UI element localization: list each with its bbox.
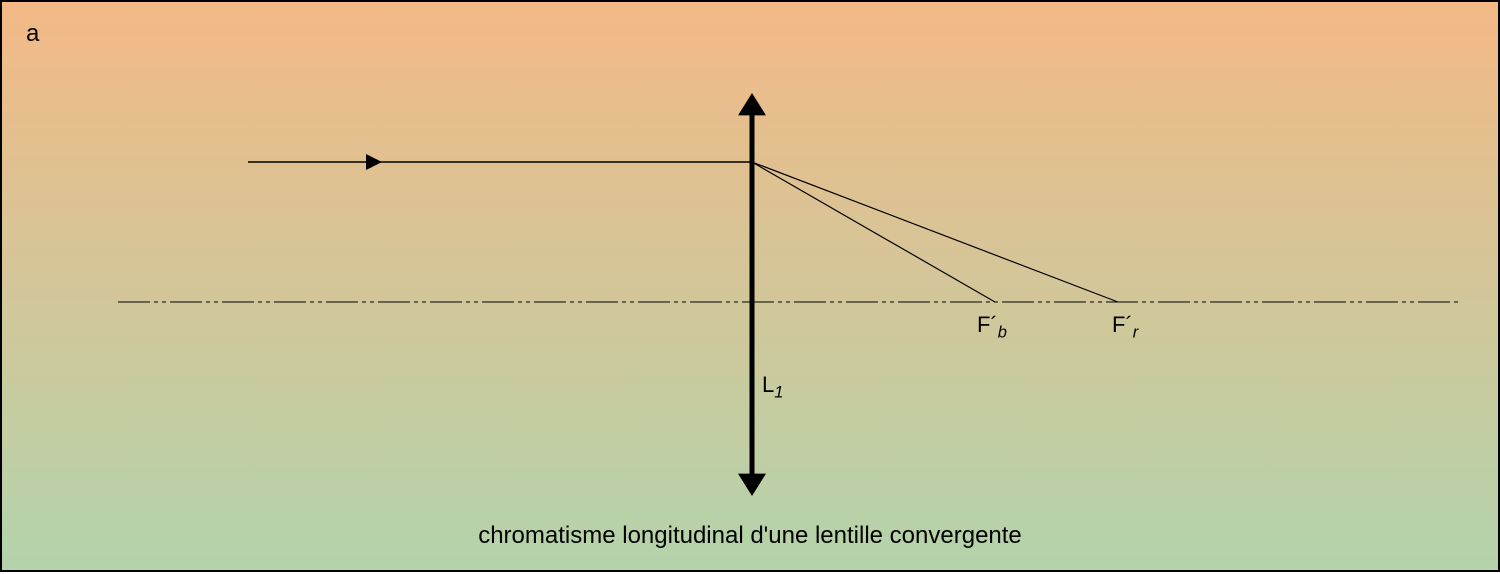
- refracted-ray-1: [752, 162, 1118, 302]
- refracted-ray-0: [752, 162, 995, 302]
- focal-point-sub: b: [998, 323, 1007, 341]
- lens-label-sub: 1: [774, 383, 783, 401]
- lens-label: L1: [762, 372, 783, 402]
- diagram-svg: [2, 2, 1500, 574]
- focal-point-prefix: F´: [1112, 312, 1133, 337]
- lens-label-main: L: [762, 372, 774, 397]
- focal-point-label-Fr: F´r: [1112, 312, 1138, 342]
- lens-arrow-down-icon: [738, 474, 766, 496]
- diagram-canvas: achromatisme longitudinal d'une lentille…: [0, 0, 1500, 572]
- focal-point-sub: r: [1133, 323, 1139, 341]
- focal-point-label-Fb: F´b: [977, 312, 1007, 342]
- focal-point-prefix: F´: [977, 312, 998, 337]
- incident-ray-arrow-icon: [366, 154, 382, 170]
- lens-arrow-up-icon: [738, 93, 766, 115]
